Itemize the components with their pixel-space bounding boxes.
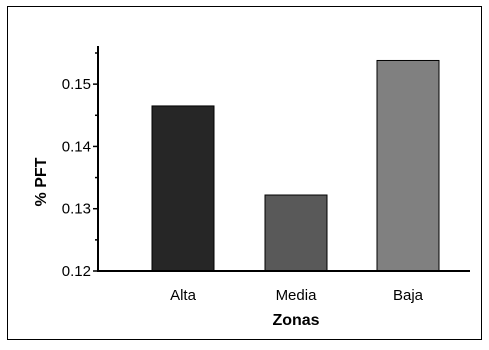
x-tick-label-baja: Baja xyxy=(393,287,424,304)
bars-group xyxy=(151,59,440,272)
y-tick-label: 0.13 xyxy=(62,201,91,218)
y-axis-title: % PFT xyxy=(33,157,50,206)
y-ticks-group: 0.12 0.13 0.14 0.15 xyxy=(62,52,98,280)
x-tick-label-alta: Alta xyxy=(170,287,197,304)
y-tick-label: 0.14 xyxy=(62,138,91,155)
x-tick-label-media: Media xyxy=(276,287,318,304)
bar-media xyxy=(264,194,328,272)
x-ticks-group: Alta Media Baja xyxy=(170,287,424,304)
y-tick-label: 0.12 xyxy=(62,263,91,280)
x-axis-title: Zonas xyxy=(272,312,319,329)
bar-baja xyxy=(376,59,440,272)
bar-alta xyxy=(151,105,215,272)
y-tick-label: 0.15 xyxy=(62,76,91,93)
